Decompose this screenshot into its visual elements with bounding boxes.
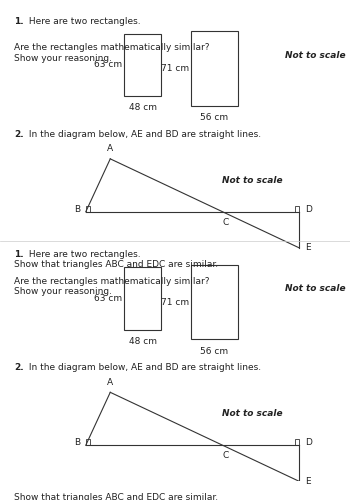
Text: In the diagram below, AE and BD are straight lines.: In the diagram below, AE and BD are stra… — [26, 130, 261, 139]
Text: 48 cm: 48 cm — [128, 337, 157, 346]
Text: D: D — [305, 205, 312, 214]
Text: 1.: 1. — [14, 250, 24, 260]
Text: Not to scale: Not to scale — [222, 410, 282, 418]
Text: B: B — [74, 205, 80, 214]
Text: 71 cm: 71 cm — [161, 64, 189, 73]
Text: 63 cm: 63 cm — [94, 294, 122, 303]
Text: Not to scale: Not to scale — [285, 284, 345, 294]
Text: 2.: 2. — [14, 130, 24, 139]
Text: Are the rectangles mathematically similar?
Show your reasoning.: Are the rectangles mathematically simila… — [14, 44, 209, 62]
Text: Not to scale: Not to scale — [285, 51, 345, 60]
Bar — [124, 267, 161, 330]
Text: 48 cm: 48 cm — [128, 104, 157, 112]
Bar — [295, 440, 299, 446]
Text: In the diagram below, AE and BD are straight lines.: In the diagram below, AE and BD are stra… — [26, 364, 261, 372]
Bar — [124, 34, 161, 96]
Bar — [191, 265, 238, 340]
Text: C: C — [222, 451, 228, 460]
Text: 56 cm: 56 cm — [201, 113, 228, 122]
Text: A: A — [107, 378, 113, 386]
Text: Show that triangles ABC and EDC are similar.: Show that triangles ABC and EDC are simi… — [14, 260, 218, 269]
Text: D: D — [305, 438, 312, 448]
Text: 56 cm: 56 cm — [201, 346, 228, 356]
Text: 2.: 2. — [14, 364, 24, 372]
Text: C: C — [222, 218, 228, 226]
Text: Here are two rectangles.: Here are two rectangles. — [26, 250, 141, 260]
Text: Here are two rectangles.: Here are two rectangles. — [26, 17, 141, 26]
Text: Not to scale: Not to scale — [222, 176, 282, 185]
Text: 71 cm: 71 cm — [161, 298, 189, 306]
Text: E: E — [305, 477, 311, 486]
Bar — [86, 440, 90, 446]
Text: E: E — [305, 244, 311, 252]
Text: B: B — [74, 438, 80, 448]
Text: A: A — [107, 144, 113, 153]
Bar — [191, 32, 238, 106]
Text: 63 cm: 63 cm — [94, 60, 122, 70]
Text: Are the rectangles mathematically similar?
Show your reasoning.: Are the rectangles mathematically simila… — [14, 277, 209, 296]
Bar — [295, 206, 299, 212]
Text: 1.: 1. — [14, 17, 24, 26]
Text: Show that triangles ABC and EDC are similar.: Show that triangles ABC and EDC are simi… — [14, 494, 218, 500]
Bar — [86, 206, 90, 212]
